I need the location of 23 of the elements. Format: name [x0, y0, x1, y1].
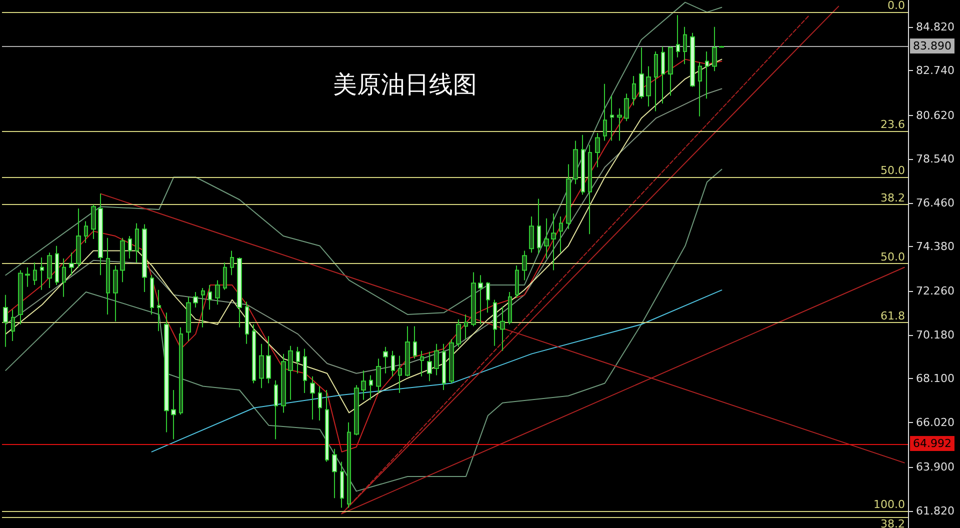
- text: 美原油日线图: [333, 72, 477, 98]
- y-tick-label: 84.820: [916, 20, 954, 34]
- ref-line-label: 83.890: [913, 39, 952, 52]
- y-tick-label: 82.740: [916, 64, 954, 78]
- annotation: 100.0: [874, 498, 905, 511]
- y-tick-label: 70.180: [916, 328, 954, 342]
- y-tick-label: 80.620: [916, 108, 954, 122]
- annotation: 0.0: [888, 0, 905, 12]
- ref-line-label: 64.992: [913, 437, 952, 450]
- y-tick-label: 66.020: [916, 416, 954, 429]
- y-tick-label: 78.540: [916, 152, 954, 166]
- annotation: 50.0: [880, 250, 905, 264]
- y-tick-label: 74.380: [916, 240, 954, 254]
- y-tick-label: 72.260: [916, 284, 954, 298]
- y-tick-label: 68.100: [916, 372, 954, 386]
- annotation: 38.2: [880, 517, 905, 528]
- y-tick-label: 63.900: [916, 460, 954, 474]
- annotation: 38.2: [880, 192, 905, 205]
- y-tick-label: 61.820: [916, 504, 954, 518]
- annotation: 23.6: [880, 118, 905, 132]
- annotation: 50.0: [880, 164, 905, 178]
- y-tick-label: 76.460: [916, 196, 954, 210]
- annotation: 61.8: [880, 309, 905, 322]
